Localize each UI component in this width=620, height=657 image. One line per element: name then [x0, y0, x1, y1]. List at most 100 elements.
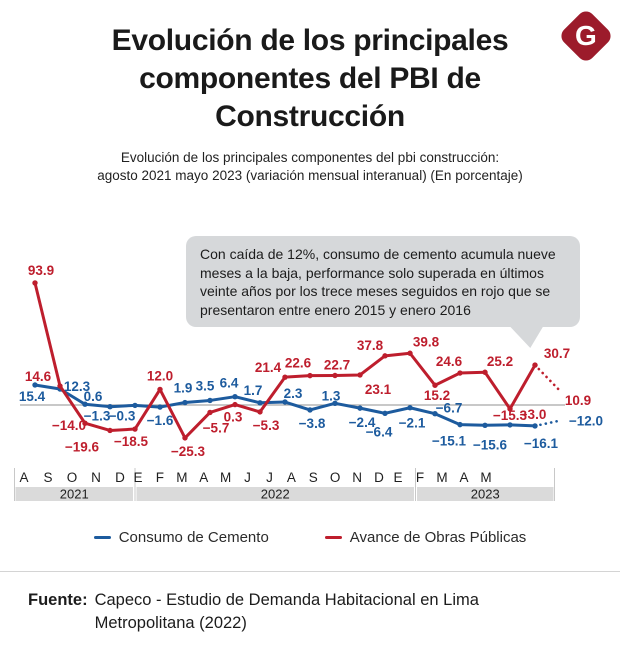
data-label: −14.0: [52, 418, 86, 433]
data-label: −0.3: [109, 408, 136, 423]
data-label: −2.1: [399, 416, 426, 431]
data-point: [157, 386, 163, 393]
legend-label-consumo-cemento: Consumo de Cemento: [118, 529, 269, 546]
data-label: 1.9: [174, 381, 193, 396]
data-label: 93.9: [28, 263, 54, 278]
data-point: [332, 400, 338, 407]
data-label: 14.6: [25, 369, 52, 384]
series-line: [33, 383, 537, 428]
data-point: [82, 420, 88, 426]
data-point: [532, 362, 538, 368]
chart-subtitle: Evolución de los principales componentes…: [97, 150, 523, 183]
data-label: 2.3: [284, 386, 303, 401]
month-label: O: [67, 470, 78, 485]
data-label: −1.3: [84, 409, 111, 424]
data-point: [57, 383, 63, 389]
data-point: [32, 382, 38, 388]
data-point: [282, 399, 288, 405]
logo-letter: G: [575, 20, 597, 51]
data-point: [357, 405, 363, 411]
footer-divider: [0, 571, 620, 572]
data-point: [107, 427, 113, 434]
data-point: [307, 372, 313, 379]
data-label: −5.3: [253, 418, 280, 433]
month-label: M: [220, 470, 231, 485]
data-point: [532, 423, 538, 429]
data-point: [382, 410, 388, 417]
data-label: 15.4: [19, 389, 46, 404]
data-point: [457, 370, 463, 376]
data-point: [482, 369, 488, 375]
data-label: 1.7: [244, 383, 263, 398]
data-point: [57, 386, 63, 392]
data-point: [107, 403, 113, 410]
month-label: A: [287, 470, 296, 485]
data-label: −6.4: [366, 424, 393, 439]
data-label: 10.9: [565, 393, 591, 408]
data-label: 12.3: [64, 379, 91, 394]
month-label: D: [115, 470, 125, 485]
data-label: −2.4: [349, 415, 376, 430]
data-label: −3.0: [520, 407, 547, 422]
data-point: [232, 401, 238, 408]
data-point: [82, 401, 88, 407]
data-label: 22.6: [285, 356, 312, 371]
data-label: −15.3: [493, 408, 528, 423]
year-band: [136, 487, 414, 501]
month-label: F: [416, 470, 424, 485]
data-point: [407, 350, 413, 356]
annotation-bubble: Con caída de 12%, consumo de cemento acu…: [186, 236, 580, 327]
legend-item-obras-publicas: Avance de Obras Públicas: [324, 529, 527, 546]
data-label: 21.4: [255, 360, 282, 375]
data-label: −16.1: [524, 436, 559, 451]
page-title: Evolución de los principales componentes…: [111, 24, 509, 133]
data-point: [157, 404, 163, 410]
data-point: [32, 280, 38, 286]
month-label: N: [352, 470, 362, 485]
month-label: J: [244, 470, 251, 485]
month-label: O: [330, 470, 341, 485]
month-label: F: [156, 470, 164, 485]
data-point: [307, 407, 313, 413]
data-label: −15.6: [473, 437, 508, 452]
annotation-text: Con caída de 12%, consumo de cemento acu…: [200, 246, 556, 318]
data-point: [457, 421, 463, 428]
data-point: [282, 374, 288, 380]
month-label: M: [480, 470, 491, 485]
legend-label-obras-publicas: Avance de Obras Públicas: [349, 529, 527, 546]
data-point: [257, 409, 263, 415]
year-band-label: 2021: [60, 487, 89, 502]
data-point: [507, 422, 513, 428]
month-label: E: [393, 470, 402, 485]
month-label: M: [436, 470, 447, 485]
data-label: −19.6: [65, 439, 100, 454]
legend-swatch-obras-publicas: [324, 535, 342, 540]
month-label: S: [309, 470, 318, 485]
data-point: [432, 411, 438, 417]
data-point: [182, 435, 188, 441]
data-label: 25.2: [487, 354, 513, 369]
month-label: N: [91, 470, 101, 485]
year-band-label: 2023: [471, 487, 500, 502]
data-point: [482, 422, 488, 428]
projection-dotted-line: [533, 419, 562, 428]
month-label: S: [43, 470, 52, 485]
data-point: [507, 406, 513, 412]
data-label: −1.6: [147, 413, 174, 428]
data-label: 12.0: [147, 368, 173, 383]
data-point: [432, 382, 438, 388]
data-label: 22.7: [324, 357, 350, 372]
data-point: [357, 372, 363, 378]
source-note: Fuente: Capeco - Estudio de Demanda Habi…: [28, 589, 500, 635]
data-label: 0.6: [84, 389, 103, 404]
data-label: 23.1: [365, 382, 392, 397]
year-band-label: 2022: [261, 487, 290, 502]
data-point: [182, 399, 188, 406]
year-band: [417, 487, 554, 501]
projection-dotted-line: [533, 363, 562, 393]
data-label: 3.5: [196, 378, 215, 393]
data-label: −3.8: [299, 416, 326, 431]
data-label: −15.1: [432, 434, 467, 449]
data-point: [207, 409, 213, 416]
